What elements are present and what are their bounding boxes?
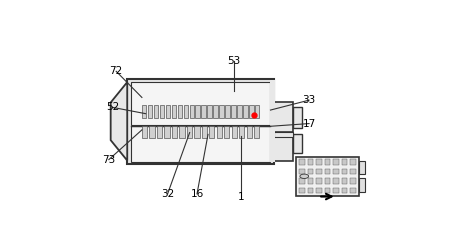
Bar (308, 169, 313, 174)
Bar (296, 157, 359, 196)
Bar (350, 159, 356, 165)
Bar (325, 178, 330, 184)
Bar (157, 126, 162, 139)
Bar (179, 126, 184, 139)
Circle shape (300, 174, 309, 179)
Bar (131, 82, 271, 125)
Bar (187, 126, 192, 139)
Bar (190, 105, 194, 118)
Bar (299, 188, 305, 194)
Bar (359, 161, 365, 174)
Bar (333, 188, 339, 194)
Bar (247, 126, 252, 139)
Text: 16: 16 (191, 189, 204, 199)
Bar (274, 132, 292, 137)
Bar (274, 102, 292, 132)
Bar (219, 105, 224, 118)
Bar (316, 178, 322, 184)
Bar (239, 126, 245, 139)
Bar (217, 126, 222, 139)
Bar (194, 126, 200, 139)
Bar (231, 105, 236, 118)
Bar (149, 126, 155, 139)
Bar (325, 169, 330, 174)
Bar (333, 169, 339, 174)
Bar (255, 105, 259, 118)
Bar (172, 126, 177, 139)
Bar (325, 188, 330, 194)
Bar (201, 105, 206, 118)
Bar (160, 105, 164, 118)
Bar (316, 169, 322, 174)
Bar (299, 169, 305, 174)
Bar (243, 105, 247, 118)
Bar (271, 80, 275, 162)
Bar (213, 105, 218, 118)
Bar (299, 178, 305, 184)
Text: 32: 32 (161, 189, 174, 199)
Bar (255, 126, 259, 139)
Bar (224, 126, 229, 139)
Bar (172, 105, 176, 118)
Bar (359, 178, 365, 192)
Bar (333, 178, 339, 184)
Bar (292, 135, 301, 153)
Bar (342, 159, 347, 165)
Bar (316, 188, 322, 194)
Bar (210, 126, 215, 139)
Bar (202, 126, 207, 139)
Text: 72: 72 (109, 66, 123, 76)
Bar (325, 159, 330, 165)
Bar (225, 105, 230, 118)
Text: 33: 33 (302, 95, 316, 105)
Bar (342, 169, 347, 174)
Bar (166, 105, 170, 118)
Bar (195, 105, 200, 118)
Bar (131, 126, 271, 162)
Bar (292, 107, 301, 128)
Bar (154, 105, 158, 118)
Text: 1: 1 (238, 192, 245, 201)
Bar (308, 178, 313, 184)
Bar (148, 105, 152, 118)
Bar (232, 126, 237, 139)
Bar (208, 105, 212, 118)
Text: 52: 52 (106, 102, 119, 112)
Bar (183, 105, 188, 118)
Bar (249, 105, 254, 118)
Bar (142, 105, 146, 118)
Bar (350, 169, 356, 174)
Bar (333, 159, 339, 165)
Bar (274, 135, 292, 161)
Bar (299, 159, 305, 165)
Bar (342, 178, 347, 184)
Bar (342, 188, 347, 194)
Bar (350, 188, 356, 194)
Bar (164, 126, 170, 139)
Bar (308, 188, 313, 194)
Text: 17: 17 (302, 119, 316, 128)
Bar (316, 159, 322, 165)
Text: 73: 73 (102, 155, 116, 165)
Bar (127, 79, 274, 164)
Polygon shape (110, 82, 127, 161)
Text: 53: 53 (227, 55, 240, 66)
Bar (142, 126, 147, 139)
Bar (308, 159, 313, 165)
Bar (350, 178, 356, 184)
Bar (237, 105, 242, 118)
Bar (178, 105, 182, 118)
